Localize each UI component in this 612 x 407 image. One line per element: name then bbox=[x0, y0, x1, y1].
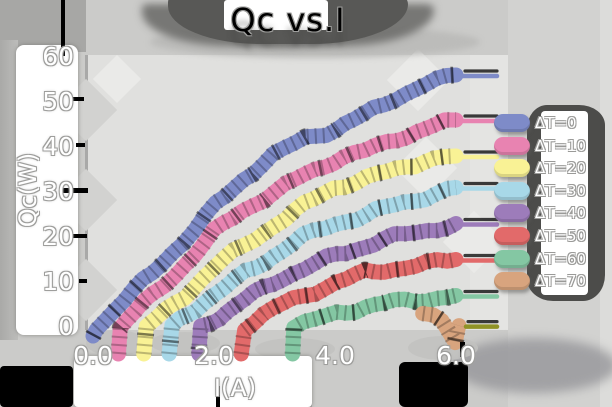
y-tick-label: 60 bbox=[42, 42, 74, 71]
artifact-block bbox=[0, 366, 73, 407]
legend-swatch bbox=[494, 249, 530, 268]
legend-panel bbox=[541, 111, 588, 295]
legend-label: ΔT=60 bbox=[535, 249, 587, 268]
chart-title: Qc vs.I bbox=[230, 1, 346, 39]
series-band bbox=[110, 112, 464, 362]
series-band bbox=[161, 179, 457, 355]
legend-swatch bbox=[494, 204, 530, 223]
y-tick-mark bbox=[76, 143, 85, 147]
legend-swatch bbox=[494, 159, 530, 178]
series-band bbox=[136, 148, 464, 362]
x-tick-label: 2.0 bbox=[194, 341, 234, 370]
y-tick-label: 40 bbox=[42, 132, 74, 161]
legend-item: ΔT=20 bbox=[488, 158, 610, 178]
series-band bbox=[285, 288, 464, 362]
series-band bbox=[421, 305, 467, 351]
legend-swatch bbox=[494, 272, 530, 291]
legend-swatch bbox=[494, 114, 530, 132]
series-band bbox=[85, 66, 457, 341]
legend-item: ΔT=70 bbox=[488, 271, 610, 291]
texture-bump bbox=[408, 336, 478, 360]
y-tick-label: 30 bbox=[42, 177, 74, 206]
legend-label: ΔT=30 bbox=[535, 181, 587, 200]
shadow-swoosh bbox=[452, 338, 612, 393]
y-tick-mark bbox=[62, 188, 88, 193]
legend-swatch bbox=[494, 181, 530, 200]
y-tick-mark bbox=[72, 234, 87, 238]
margin-left bbox=[0, 40, 18, 340]
artifact-line bbox=[61, 0, 65, 56]
series-band bbox=[284, 287, 458, 355]
legend-label: ΔT=10 bbox=[535, 136, 587, 155]
series-band bbox=[415, 306, 467, 351]
x-axis-label: I(A) bbox=[213, 374, 257, 402]
title-sticker bbox=[224, 0, 328, 30]
legend-swatch bbox=[494, 227, 530, 245]
legend-item: ΔT=0 bbox=[488, 113, 610, 133]
legend-item: ΔT=10 bbox=[488, 136, 610, 156]
series-band bbox=[135, 148, 457, 355]
legend-label: ΔT=20 bbox=[535, 159, 587, 178]
y-tick-mark bbox=[70, 97, 84, 101]
y-tick-label: 20 bbox=[42, 222, 74, 251]
legend-item: ΔT=30 bbox=[488, 181, 610, 201]
legend-item: ΔT=50 bbox=[488, 226, 610, 246]
legend-label: ΔT=70 bbox=[535, 272, 587, 291]
x-tick-label: 0.0 bbox=[73, 341, 113, 370]
x-tick-label: 4.0 bbox=[315, 341, 355, 370]
margin-right-strip bbox=[600, 0, 612, 407]
legend-label: ΔT=50 bbox=[535, 227, 587, 245]
series-band bbox=[233, 252, 464, 362]
x-tick-label: 6.0 bbox=[436, 341, 476, 370]
legend-item: ΔT=40 bbox=[488, 203, 610, 223]
legend-label: ΔT=0 bbox=[535, 114, 577, 132]
y-tick-label: 50 bbox=[42, 87, 74, 116]
y-tick-label: 10 bbox=[42, 267, 74, 296]
legend-swatch bbox=[494, 136, 530, 155]
artifact-line bbox=[216, 386, 220, 407]
legend: ΔT=0 ΔT=10 ΔT=20 ΔT=30 ΔT=40 ΔT=50 ΔT=60 ΔT=70 bbox=[488, 104, 610, 304]
legend-label: ΔT=40 bbox=[535, 204, 587, 223]
x-tick-mark bbox=[460, 342, 465, 357]
y-tick-mark bbox=[79, 279, 87, 283]
series-band bbox=[190, 216, 461, 355]
x-axis-panel bbox=[74, 356, 312, 407]
series-band bbox=[190, 216, 460, 355]
y-tick-label: 0 bbox=[58, 312, 74, 341]
series-band bbox=[233, 251, 458, 356]
artifact-block bbox=[399, 362, 468, 407]
legend-item: ΔT=60 bbox=[488, 249, 610, 269]
series-band bbox=[161, 180, 464, 362]
